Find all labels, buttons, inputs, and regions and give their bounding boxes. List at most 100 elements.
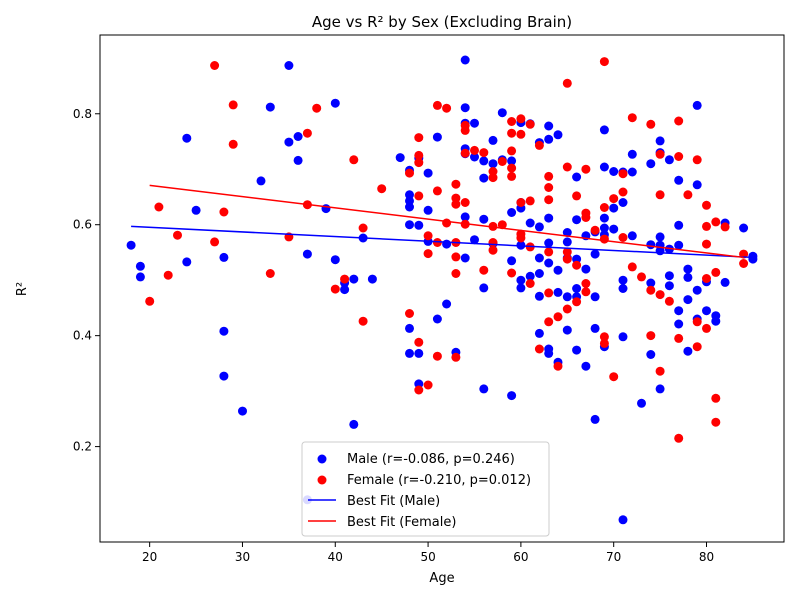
data-point-male-133	[627, 231, 637, 241]
data-point-female-86	[562, 247, 572, 257]
data-point-male-15	[293, 155, 303, 165]
data-point-male-170	[748, 254, 758, 264]
data-point-male-52	[460, 212, 470, 222]
data-point-female-22	[414, 133, 424, 143]
data-point-male-159	[692, 180, 702, 190]
data-point-male-151	[674, 240, 684, 250]
data-point-female-116	[655, 290, 665, 300]
data-point-female-129	[702, 239, 711, 249]
data-point-male-37	[414, 348, 424, 358]
data-point-male-65	[497, 108, 507, 118]
x-axis-label: Age	[429, 571, 454, 586]
data-point-female-69	[516, 233, 526, 243]
data-point-female-100	[599, 234, 609, 244]
legend-box	[301, 441, 550, 537]
data-point-male-118	[599, 213, 609, 223]
data-point-female-66	[516, 129, 526, 139]
data-point-female-42	[451, 269, 461, 278]
data-point-female-115	[655, 190, 665, 200]
data-point-female-81	[544, 317, 554, 327]
legend-label-male-fit: Best Fit (Male)	[347, 494, 440, 509]
data-point-male-141	[655, 232, 665, 242]
data-point-female-80	[544, 288, 554, 298]
data-point-male-129	[618, 332, 628, 342]
data-point-female-73	[525, 279, 535, 288]
data-point-male-94	[553, 265, 563, 275]
data-point-male-18	[321, 204, 331, 214]
legend-label-female: Female (r=-0.210, p=0.012)	[347, 473, 531, 488]
data-point-male-163	[702, 306, 711, 316]
data-point-female-111	[646, 119, 656, 129]
data-point-female-102	[599, 338, 609, 348]
data-point-female-134	[711, 393, 721, 403]
x-tick-label-20: 20	[142, 550, 157, 564]
data-point-male-31	[405, 202, 414, 212]
data-point-female-83	[553, 361, 563, 371]
legend-marker-female	[317, 475, 327, 485]
data-point-female-58	[497, 220, 507, 230]
data-point-male-0	[126, 240, 136, 250]
data-point-female-49	[470, 145, 479, 155]
data-point-female-127	[702, 200, 711, 210]
data-point-male-119	[599, 223, 609, 233]
data-point-female-18	[358, 316, 368, 326]
data-point-female-121	[674, 333, 684, 343]
data-point-female-39	[451, 199, 461, 209]
data-point-male-47	[460, 55, 470, 65]
data-point-female-8	[228, 139, 238, 149]
data-point-male-97	[562, 228, 572, 237]
data-point-male-148	[664, 281, 674, 291]
data-point-male-22	[340, 285, 350, 295]
data-point-female-76	[544, 171, 554, 181]
data-point-male-88	[544, 213, 554, 223]
data-point-male-24	[349, 419, 359, 429]
data-point-female-47	[460, 198, 470, 207]
data-point-male-70	[507, 391, 517, 401]
data-point-female-33	[432, 238, 442, 247]
data-point-male-58	[479, 173, 489, 183]
data-point-male-100	[562, 292, 572, 302]
data-point-female-2	[163, 270, 173, 280]
data-point-male-13	[284, 137, 294, 147]
data-point-female-50	[479, 148, 489, 158]
data-point-male-114	[590, 323, 600, 333]
data-point-male-103	[572, 215, 582, 225]
data-point-male-42	[432, 132, 442, 142]
best-fit-line-female	[149, 184, 744, 259]
y-axis-ticks: 0.2 0.4 0.6 0.8	[73, 107, 100, 454]
data-point-male-78	[525, 218, 535, 228]
data-point-male-7	[219, 326, 229, 336]
data-point-male-145	[664, 155, 674, 165]
data-point-female-17	[358, 223, 368, 233]
data-point-male-76	[516, 283, 526, 293]
data-point-male-3	[182, 133, 192, 143]
data-point-female-20	[405, 168, 414, 178]
legend-label-male: Male (r=-0.086, p=0.246)	[347, 452, 515, 467]
data-point-female-84	[562, 78, 572, 88]
data-point-female-87	[562, 254, 572, 264]
data-point-female-94	[581, 213, 591, 222]
data-point-male-82	[534, 253, 544, 263]
data-point-female-97	[590, 225, 600, 235]
data-point-male-135	[646, 159, 656, 169]
data-point-male-39	[423, 168, 433, 178]
data-point-male-62	[488, 135, 498, 145]
data-point-male-20	[330, 255, 340, 265]
data-point-male-63	[488, 159, 498, 169]
legend-marker-male	[317, 454, 327, 464]
data-point-female-45	[460, 125, 470, 135]
data-point-male-160	[692, 285, 702, 295]
data-point-female-98	[599, 57, 609, 67]
data-point-female-118	[664, 296, 674, 306]
data-point-male-57	[479, 156, 489, 166]
data-point-female-11	[302, 128, 312, 138]
best-fit-line-male	[131, 225, 753, 259]
data-point-male-1	[135, 261, 145, 271]
data-point-female-106	[618, 169, 628, 179]
data-point-female-117	[655, 366, 665, 376]
y-axis-label: R²	[15, 282, 30, 296]
data-point-male-152	[674, 306, 684, 316]
data-point-female-13	[312, 103, 322, 113]
data-point-female-60	[507, 128, 517, 138]
data-point-male-12	[284, 61, 294, 70]
